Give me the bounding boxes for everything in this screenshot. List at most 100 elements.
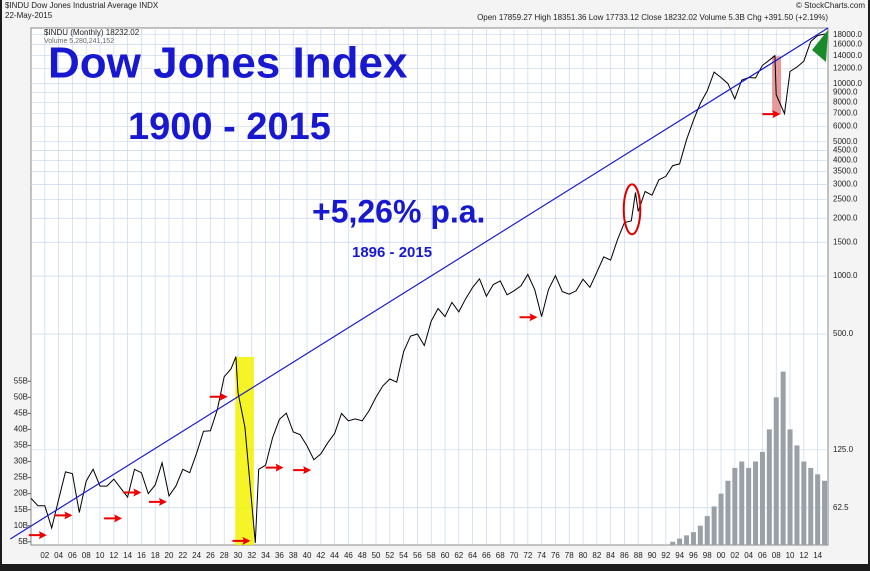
x-tick-label: 20 [165, 551, 174, 560]
x-tick-label: 94 [675, 551, 684, 560]
volume-bar [704, 516, 710, 545]
x-tick-label: 68 [496, 551, 505, 560]
volume-bar [746, 467, 752, 545]
x-tick-label: 10 [96, 551, 105, 560]
x-tick-label: 22 [178, 551, 187, 560]
volume-bar [780, 371, 786, 545]
y2-tick-label: 50B [14, 392, 28, 401]
volume-bar [677, 538, 683, 545]
header-date: 22-May-2015 [5, 11, 53, 20]
x-tick-label: 08 [772, 551, 781, 560]
volume-bar [684, 535, 690, 545]
arrow [293, 466, 312, 475]
y2-tick-label: 35B [14, 441, 28, 450]
y-tick-label: 14000.0 [833, 51, 862, 60]
x-tick-label: 48 [358, 551, 367, 560]
volume-bar [808, 467, 814, 545]
arrow [123, 488, 142, 497]
y-tick-label: 500.0 [833, 329, 854, 338]
volume-bar [787, 429, 793, 545]
chart-subtitle: 1900 - 2015 [128, 106, 331, 148]
annotation: 1896 - 2015 [352, 244, 432, 261]
arrow [519, 313, 538, 322]
x-tick-label: 04 [744, 551, 753, 560]
x-tick-label: 62 [454, 551, 463, 560]
y-tick-label: 9000.0 [833, 88, 858, 97]
chart-title: Dow Jones Index [48, 39, 408, 88]
x-tick-label: 74 [537, 551, 546, 560]
green-arrow [812, 30, 828, 62]
volume-bar [739, 461, 745, 545]
x-tick-label: 80 [579, 551, 588, 560]
x-tick-label: 98 [703, 551, 712, 560]
y2-tick-label: 45B [14, 408, 28, 417]
x-tick-label: 28 [220, 551, 229, 560]
arrow [54, 511, 73, 520]
x-tick-label: 46 [344, 551, 353, 560]
volume-bar [697, 525, 703, 545]
x-tick-label: 16 [137, 551, 146, 560]
y-tick-label: 62.5 [833, 503, 849, 512]
y2-tick-label: 10B [14, 521, 28, 530]
volume-bar [725, 480, 731, 545]
x-tick-label: 96 [689, 551, 698, 560]
y-tick-label: 4000.0 [833, 155, 858, 164]
arrow [232, 536, 251, 545]
arrow [265, 463, 284, 472]
x-tick-label: 52 [385, 551, 394, 560]
volume-bar [759, 451, 765, 545]
arrow [104, 514, 123, 523]
y-tick-label: 5000.0 [833, 137, 858, 146]
x-tick-label: 08 [82, 551, 91, 560]
volume-bar [766, 429, 772, 545]
x-tick-label: 38 [289, 551, 298, 560]
x-tick-label: 88 [634, 551, 643, 560]
y2-tick-label: 25B [14, 473, 28, 482]
y-tick-label: 2500.0 [833, 195, 858, 204]
x-tick-label: 50 [372, 551, 381, 560]
volume-bar [794, 445, 800, 545]
trend-line [9, 27, 829, 540]
arrow [762, 110, 781, 119]
y-tick-label: 18000.0 [833, 30, 862, 39]
header-credit: © StockCharts.com [796, 1, 865, 10]
legend-price: $INDU (Monthly) 18232.02 [44, 28, 140, 37]
x-tick-label: 64 [468, 551, 477, 560]
volume-bar [718, 493, 724, 545]
header-symbol: $INDU Dow Jones Industrial Average INDX [5, 1, 159, 10]
y-tick-label: 125.0 [833, 445, 854, 454]
plot-area [30, 27, 829, 546]
y2-tick-label: 40B [14, 425, 28, 434]
x-tick-label: 78 [565, 551, 574, 560]
x-tick-label: 00 [717, 551, 726, 560]
y2-tick-label: 30B [14, 457, 28, 466]
highlight-circle [622, 183, 642, 236]
y-tick-label: 3500.0 [833, 167, 858, 176]
y2-tick-label: 15B [14, 505, 28, 514]
x-tick-label: 06 [758, 551, 767, 560]
x-tick-label: 90 [648, 551, 657, 560]
volume-bar [815, 474, 821, 545]
y-tick-label: 7000.0 [833, 109, 858, 118]
arrow [209, 392, 228, 401]
volume-bar [801, 461, 807, 545]
x-tick-label: 54 [399, 551, 408, 560]
x-tick-label: 82 [592, 551, 601, 560]
x-tick-label: 32 [247, 551, 256, 560]
x-tick-label: 12 [109, 551, 118, 560]
y-tick-label: 1500.0 [833, 237, 858, 246]
volume-bar [732, 467, 738, 545]
y-tick-label: 2000.0 [833, 213, 858, 222]
annotation: +5,26% p.a. [312, 193, 485, 229]
highlight [772, 56, 782, 115]
volume-bar [711, 506, 717, 545]
volume-bar [670, 541, 676, 545]
x-tick-label: 12 [799, 551, 808, 560]
y-tick-label: 3000.0 [833, 179, 858, 188]
y-tick-label: 6000.0 [833, 122, 858, 131]
x-tick-label: 36 [275, 551, 284, 560]
x-tick-label: 04 [54, 551, 63, 560]
x-tick-label: 44 [330, 551, 339, 560]
x-tick-label: 76 [551, 551, 560, 560]
